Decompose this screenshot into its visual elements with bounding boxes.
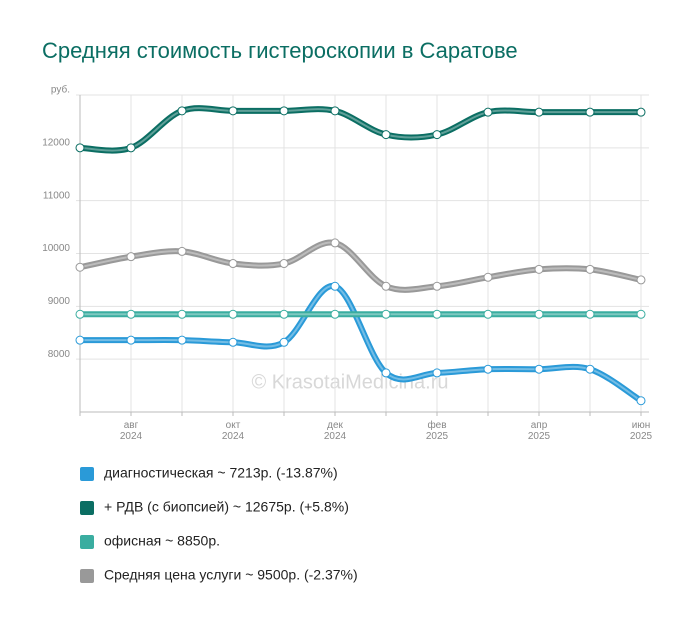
legend-label: Средняя цена услуги ~ 9500р. (-2.37%) — [104, 567, 358, 583]
point — [636, 107, 646, 117]
point — [432, 281, 442, 291]
point — [534, 309, 544, 319]
point — [330, 281, 340, 291]
point — [636, 275, 646, 285]
point — [432, 368, 442, 378]
point — [585, 309, 595, 319]
point — [585, 107, 595, 117]
point — [126, 335, 136, 345]
point — [483, 364, 493, 374]
point — [330, 309, 340, 319]
series-line — [79, 239, 642, 293]
point — [75, 309, 85, 319]
legend-label: диагностическая ~ 7213р. (-13.87%) — [104, 465, 338, 481]
point — [279, 106, 289, 116]
legend-swatch — [80, 501, 94, 515]
point — [177, 309, 187, 319]
point — [75, 262, 85, 272]
point — [75, 335, 85, 345]
point — [534, 107, 544, 117]
y-tick-label: 11000 — [43, 190, 71, 201]
point — [483, 107, 493, 117]
point — [432, 130, 442, 140]
y-tick-label: 8000 — [48, 349, 71, 360]
point — [381, 130, 391, 140]
point — [126, 252, 136, 262]
point — [636, 396, 646, 406]
point — [228, 106, 238, 116]
chart-title: Средняя стоимость гистероскопии в Сарато… — [42, 38, 518, 63]
point — [381, 281, 391, 291]
point — [432, 309, 442, 319]
series-line — [79, 105, 641, 154]
point — [228, 309, 238, 319]
y-tick-label: 12000 — [42, 137, 70, 148]
point — [585, 364, 595, 374]
x-tick-label: апр 2025 — [528, 420, 551, 442]
point — [534, 264, 544, 274]
point — [228, 259, 238, 269]
point — [585, 264, 595, 274]
x-tick-label: дек 2024 — [324, 420, 347, 442]
x-tick-label: авг 2024 — [120, 420, 143, 442]
point — [279, 309, 289, 319]
x-tick-label: июн 2025 — [630, 420, 653, 442]
point — [483, 272, 493, 282]
y-tick-label: 9000 — [48, 296, 71, 307]
point — [126, 143, 136, 153]
point — [483, 309, 493, 319]
point — [381, 368, 391, 378]
legend-label: офисная ~ 8850р. — [104, 533, 220, 549]
point — [228, 337, 238, 347]
point — [279, 337, 289, 347]
legend-label: + РДВ (с биопсией) ~ 12675р. (+5.8%) — [104, 499, 349, 515]
y-tick-label: руб. — [51, 84, 70, 96]
legend-swatch — [80, 569, 94, 583]
point — [330, 106, 340, 116]
point — [330, 238, 340, 248]
legend-swatch — [80, 535, 94, 549]
x-tick-label: фев 2025 — [426, 419, 449, 442]
point — [636, 309, 646, 319]
y-tick-label: 10000 — [42, 243, 70, 254]
point — [177, 246, 187, 256]
point — [75, 143, 85, 153]
point — [381, 309, 391, 319]
point — [177, 335, 187, 345]
point — [279, 259, 289, 269]
legend-swatch — [80, 467, 94, 481]
point — [177, 106, 187, 116]
x-tick-label: окт 2024 — [222, 420, 245, 442]
point — [534, 364, 544, 374]
point — [126, 309, 136, 319]
